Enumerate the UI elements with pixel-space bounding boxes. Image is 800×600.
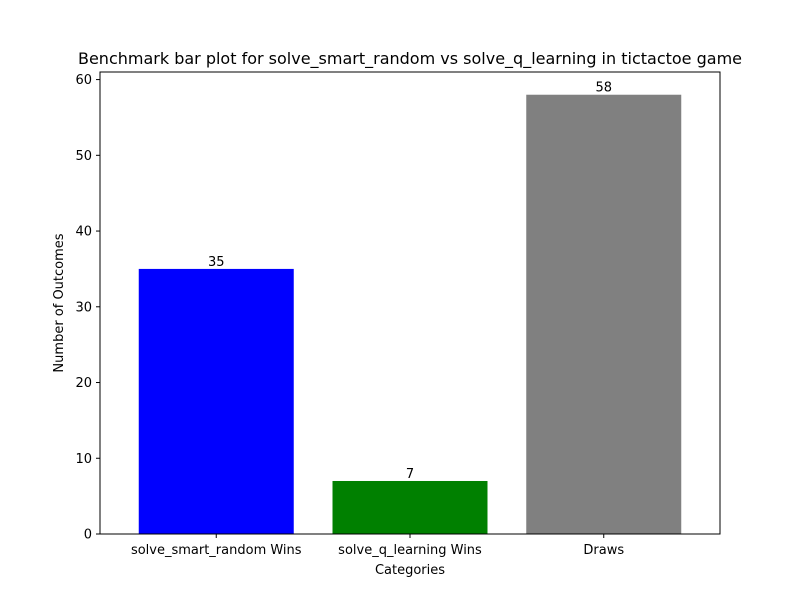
y-tick-label: 40: [75, 225, 92, 240]
chart-title: Benchmark bar plot for solve_smart_rando…: [78, 49, 742, 69]
y-tick-label: 60: [75, 73, 92, 88]
bars-layer: [138, 94, 682, 534]
y-tick-label: 10: [75, 452, 92, 467]
bar-draws: [526, 94, 682, 534]
y-tick-label: 50: [75, 149, 92, 164]
y-axis: 0 10 20 30 40 50 60: [75, 73, 100, 543]
x-tick-label: solve_smart_random Wins: [131, 543, 302, 558]
x-axis: solve_smart_random Wins solve_q_learning …: [131, 534, 624, 558]
data-label-solve-smart-random-wins: 35: [208, 255, 225, 270]
y-tick-label: 30: [75, 300, 92, 315]
x-axis-label: Categories: [375, 563, 445, 578]
data-labels-layer: 35 7 58: [208, 81, 612, 482]
data-label-draws: 58: [595, 81, 612, 96]
y-tick-label: 0: [84, 528, 92, 543]
y-axis-label: Number of Outcomes: [52, 233, 67, 372]
x-tick-label: solve_q_learning Wins: [338, 543, 482, 558]
x-tick-label: Draws: [583, 543, 624, 558]
y-tick-label: 20: [75, 376, 92, 391]
bar-solve-smart-random-wins: [138, 268, 294, 534]
data-label-solve-q-learning-wins: 7: [406, 467, 414, 482]
bar-solve-q-learning-wins: [332, 480, 488, 534]
